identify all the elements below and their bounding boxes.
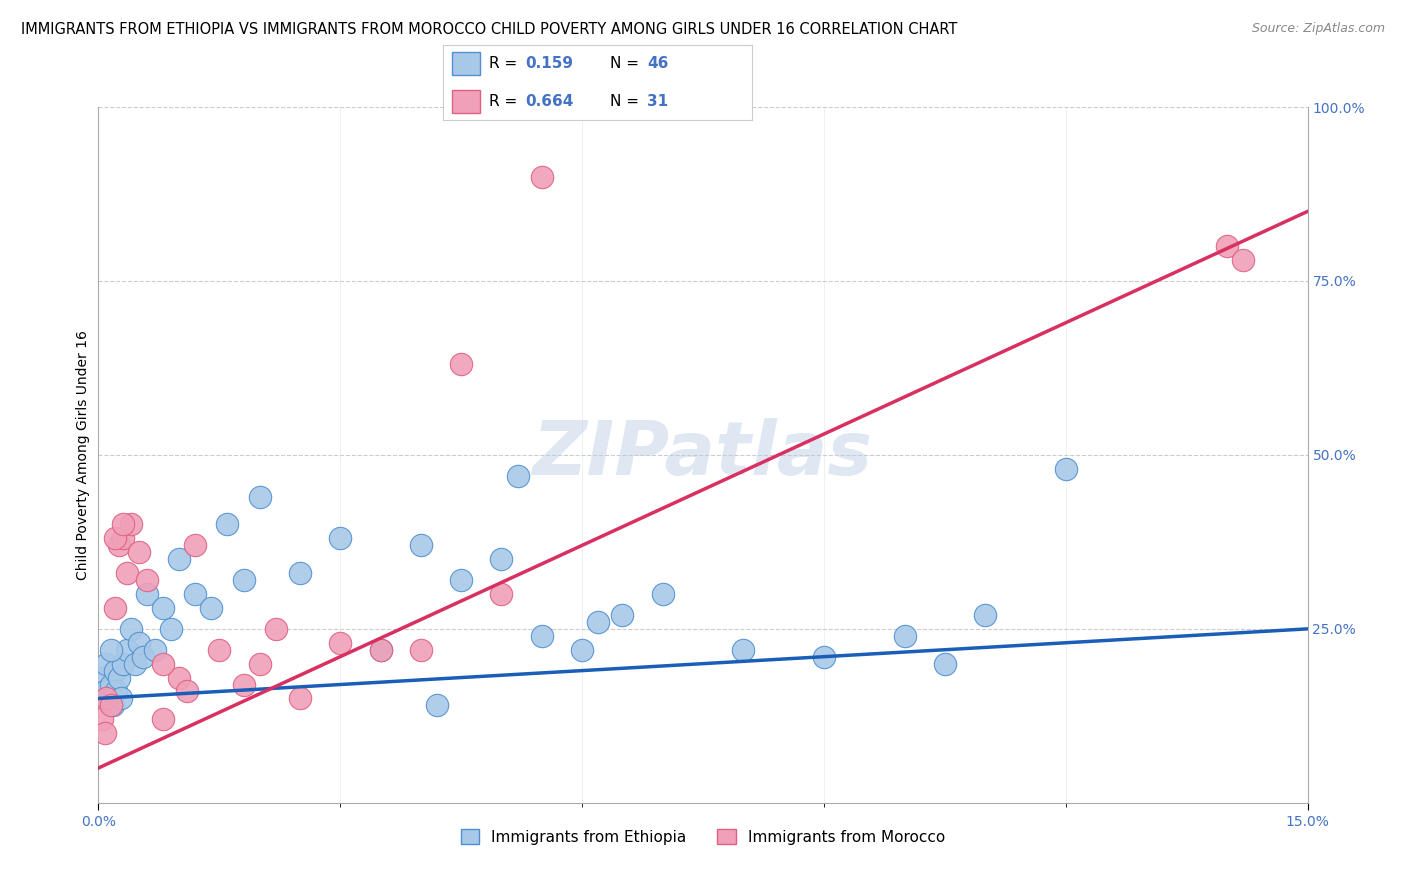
Point — [120, 622, 142, 636]
Point — [101, 698, 124, 713]
Point — [264, 622, 287, 636]
Point — [128, 636, 150, 650]
Point — [530, 629, 553, 643]
Point — [111, 517, 134, 532]
Text: Source: ZipAtlas.com: Source: ZipAtlas.com — [1251, 22, 1385, 36]
Point — [530, 169, 553, 184]
Point — [288, 691, 311, 706]
Point — [103, 532, 125, 546]
Point — [124, 657, 146, 671]
Point — [167, 552, 190, 566]
Point — [96, 657, 118, 671]
Point — [115, 642, 138, 657]
Point — [94, 726, 117, 740]
Text: ZIPatlas: ZIPatlas — [533, 418, 873, 491]
Text: N =: N = — [610, 56, 644, 71]
Bar — [453, 52, 479, 75]
Point — [329, 532, 352, 546]
Point — [91, 712, 114, 726]
Point — [160, 622, 183, 636]
Point — [152, 712, 174, 726]
Point — [426, 698, 449, 713]
Point — [111, 657, 134, 671]
Point — [1054, 462, 1077, 476]
Point — [94, 684, 117, 698]
Point — [100, 698, 122, 713]
Point — [96, 691, 118, 706]
Point — [97, 691, 120, 706]
Point — [208, 642, 231, 657]
Point — [651, 587, 673, 601]
Point — [370, 642, 392, 657]
Point — [107, 671, 129, 685]
Point — [120, 517, 142, 532]
Text: 31: 31 — [647, 95, 668, 110]
Point — [329, 636, 352, 650]
Point — [111, 532, 134, 546]
Point — [152, 601, 174, 615]
Point — [450, 358, 472, 372]
Point — [893, 629, 915, 643]
Point — [934, 657, 956, 671]
Point — [167, 671, 190, 685]
Point — [232, 677, 254, 691]
Point — [1232, 253, 1254, 268]
Point — [103, 601, 125, 615]
Legend: Immigrants from Ethiopia, Immigrants from Morocco: Immigrants from Ethiopia, Immigrants fro… — [454, 822, 952, 851]
Text: 46: 46 — [647, 56, 668, 71]
Point — [370, 642, 392, 657]
Point — [491, 552, 513, 566]
Point — [217, 517, 239, 532]
Text: 0.664: 0.664 — [524, 95, 574, 110]
Text: R =: R = — [489, 56, 523, 71]
Point — [110, 691, 132, 706]
Point — [200, 601, 222, 615]
Point — [91, 671, 114, 685]
Text: R =: R = — [489, 95, 523, 110]
Point — [813, 649, 835, 664]
Bar — [453, 90, 479, 112]
Point — [100, 677, 122, 691]
Point — [249, 657, 271, 671]
Point — [571, 642, 593, 657]
Point — [107, 538, 129, 552]
Point — [450, 573, 472, 587]
Point — [232, 573, 254, 587]
Text: N =: N = — [610, 95, 644, 110]
Point — [115, 566, 138, 581]
Point — [733, 642, 755, 657]
Point — [506, 468, 529, 483]
Text: IMMIGRANTS FROM ETHIOPIA VS IMMIGRANTS FROM MOROCCO CHILD POVERTY AMONG GIRLS UN: IMMIGRANTS FROM ETHIOPIA VS IMMIGRANTS F… — [21, 22, 957, 37]
Point — [176, 684, 198, 698]
Point — [135, 587, 157, 601]
Y-axis label: Child Poverty Among Girls Under 16: Child Poverty Among Girls Under 16 — [76, 330, 90, 580]
Point — [409, 538, 432, 552]
Point — [105, 684, 128, 698]
Point — [586, 615, 609, 629]
Point — [135, 573, 157, 587]
Point — [184, 587, 207, 601]
Point — [132, 649, 155, 664]
Point — [128, 545, 150, 559]
Point — [491, 587, 513, 601]
Point — [152, 657, 174, 671]
Point — [974, 607, 997, 622]
Point — [103, 664, 125, 678]
Point — [612, 607, 634, 622]
Text: 0.159: 0.159 — [524, 56, 572, 71]
Point — [249, 490, 271, 504]
Point — [143, 642, 166, 657]
Point — [288, 566, 311, 581]
Point — [184, 538, 207, 552]
Point — [1216, 239, 1239, 253]
Point — [409, 642, 432, 657]
Point — [100, 642, 122, 657]
